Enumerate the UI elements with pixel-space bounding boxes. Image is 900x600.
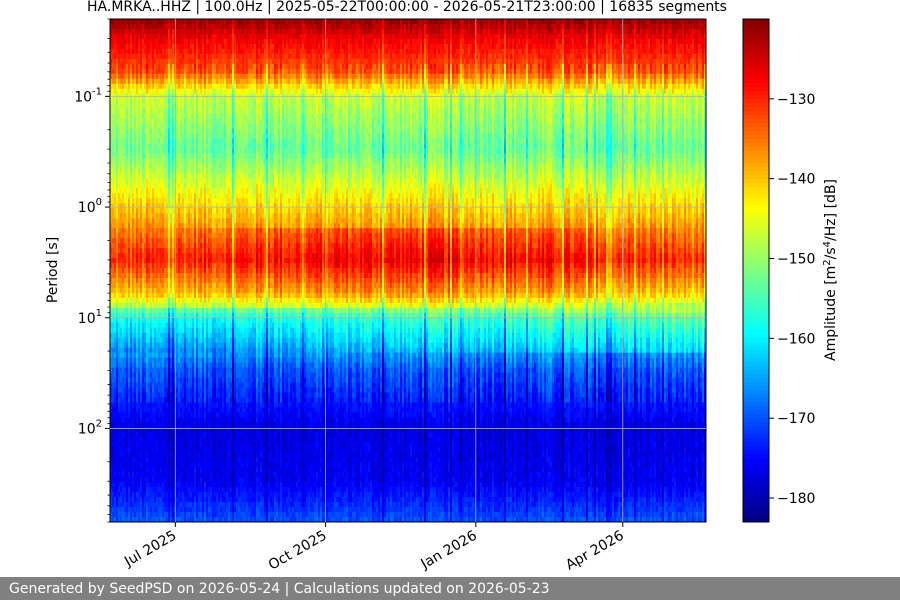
psd-figure: HA.MRKA..HHZ | 100.0Hz | 2025-05-22T00:0… <box>0 0 900 578</box>
chart-title: HA.MRKA..HHZ | 100.0Hz | 2025-05-22T00:0… <box>87 0 727 15</box>
heatmap-area <box>110 19 706 522</box>
